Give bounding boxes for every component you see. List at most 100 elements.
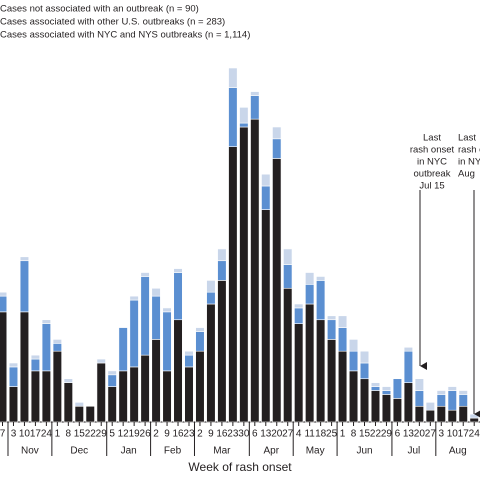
x-axis-label: Week of rash onset xyxy=(188,460,292,474)
bar-segment xyxy=(8,366,19,387)
bar-segment xyxy=(52,343,62,352)
annotation-text: Last xyxy=(458,133,476,144)
bar-segment xyxy=(283,248,293,265)
bar-segment xyxy=(140,354,150,423)
month-label: Aug xyxy=(449,446,467,457)
bar-segment xyxy=(425,402,435,411)
bar-segment xyxy=(370,386,381,391)
bar-segment xyxy=(250,95,260,120)
bar-segment xyxy=(447,386,457,391)
bar-segment xyxy=(359,350,370,364)
bar-segment xyxy=(129,295,139,301)
bar-segment xyxy=(19,256,30,262)
legend-label: Cases associated with NYC and NYS outbre… xyxy=(0,30,250,41)
x-tick-label: 22 xyxy=(85,429,97,440)
annotation-text: outbreak xyxy=(414,169,451,180)
bar-segment xyxy=(206,280,216,293)
bar-segment xyxy=(381,390,392,395)
bar-segment xyxy=(381,394,392,423)
bar-segment xyxy=(151,339,161,423)
bar-segment xyxy=(261,209,271,423)
bar-segment xyxy=(239,122,249,128)
bar-segment xyxy=(19,260,30,313)
bar-segment xyxy=(206,303,216,423)
bar-segment xyxy=(162,370,172,423)
x-tick-label: 9 xyxy=(164,429,170,440)
month-label: Mar xyxy=(213,446,231,457)
bar-segment xyxy=(52,339,62,344)
bar-segment xyxy=(359,378,370,423)
bar-segment xyxy=(195,350,205,423)
bar-segment xyxy=(283,264,293,289)
annotation-text: Jul 15 xyxy=(419,181,444,192)
bar-segment xyxy=(41,319,51,324)
x-tick-label: 17 xyxy=(458,429,470,440)
month-label: Jan xyxy=(121,446,137,457)
bar-segment xyxy=(195,327,205,332)
bar-segment xyxy=(162,307,172,313)
x-tick-label: 6 xyxy=(252,429,258,440)
x-tick-label: 15 xyxy=(74,429,86,440)
bar-segment xyxy=(261,185,271,210)
x-tick-label: 20 xyxy=(414,429,426,440)
x-tick-label: 29 xyxy=(96,429,108,440)
bar-segment xyxy=(228,67,238,88)
x-tick-label: 2 xyxy=(197,429,203,440)
bar-segment xyxy=(173,272,183,321)
x-tick-label: 12 xyxy=(118,429,130,440)
bar-segment xyxy=(162,311,172,372)
bar-segment xyxy=(118,327,128,372)
bar-segment xyxy=(239,107,249,124)
x-tick-label: 1 xyxy=(55,429,61,440)
bar-segment xyxy=(217,248,227,262)
bar-segment xyxy=(305,284,315,305)
x-tick-label: 22 xyxy=(370,429,382,440)
bar-segment xyxy=(381,386,392,391)
bar-segment xyxy=(294,307,304,324)
bar-segment xyxy=(250,118,260,423)
bar-segment xyxy=(0,311,8,423)
x-tick-label: 10 xyxy=(19,429,31,440)
x-tick-label: 5 xyxy=(109,429,115,440)
bar-segment xyxy=(8,362,19,368)
x-tick-label: 19 xyxy=(129,429,141,440)
x-tick-label: 8 xyxy=(66,429,72,440)
bar-segment xyxy=(0,291,8,297)
x-tick-label: 30 xyxy=(238,429,250,440)
bar-segment xyxy=(184,366,194,423)
bar-segment xyxy=(140,276,150,356)
bar-segment xyxy=(30,358,41,372)
bar-segment xyxy=(195,331,205,352)
bar-segment xyxy=(458,394,468,407)
x-tick-label: 9 xyxy=(208,429,214,440)
bar-segment xyxy=(184,350,194,356)
x-tick-label: 6 xyxy=(395,429,401,440)
x-tick-label: 27 xyxy=(282,429,294,440)
bar-segment xyxy=(52,350,62,423)
x-tick-label: 11 xyxy=(304,429,315,440)
x-tick-label: 3 xyxy=(439,429,445,440)
bar-segment xyxy=(348,339,359,352)
bar-segment xyxy=(140,272,150,277)
bar-segment xyxy=(184,354,194,368)
bar-segment xyxy=(151,287,161,297)
bar-segment xyxy=(107,374,117,387)
bar-segment xyxy=(447,409,457,423)
bar-segment xyxy=(0,295,8,313)
bar-segment xyxy=(337,327,348,352)
bar-segment xyxy=(41,370,51,423)
bar-segment xyxy=(239,126,249,423)
bar-segment xyxy=(425,409,435,423)
bar-segment xyxy=(63,382,73,423)
x-tick-label: 20 xyxy=(271,429,283,440)
bar-segment xyxy=(348,370,359,423)
bar-segment xyxy=(316,280,326,321)
x-tick-label: 25 xyxy=(326,429,338,440)
bar-segment xyxy=(74,405,84,423)
bar-segment xyxy=(96,358,106,364)
bar-segment xyxy=(228,146,238,423)
annotation-text: in NY xyxy=(458,157,480,168)
x-tick-label: 7 xyxy=(0,429,6,440)
bar-segment xyxy=(272,126,282,140)
